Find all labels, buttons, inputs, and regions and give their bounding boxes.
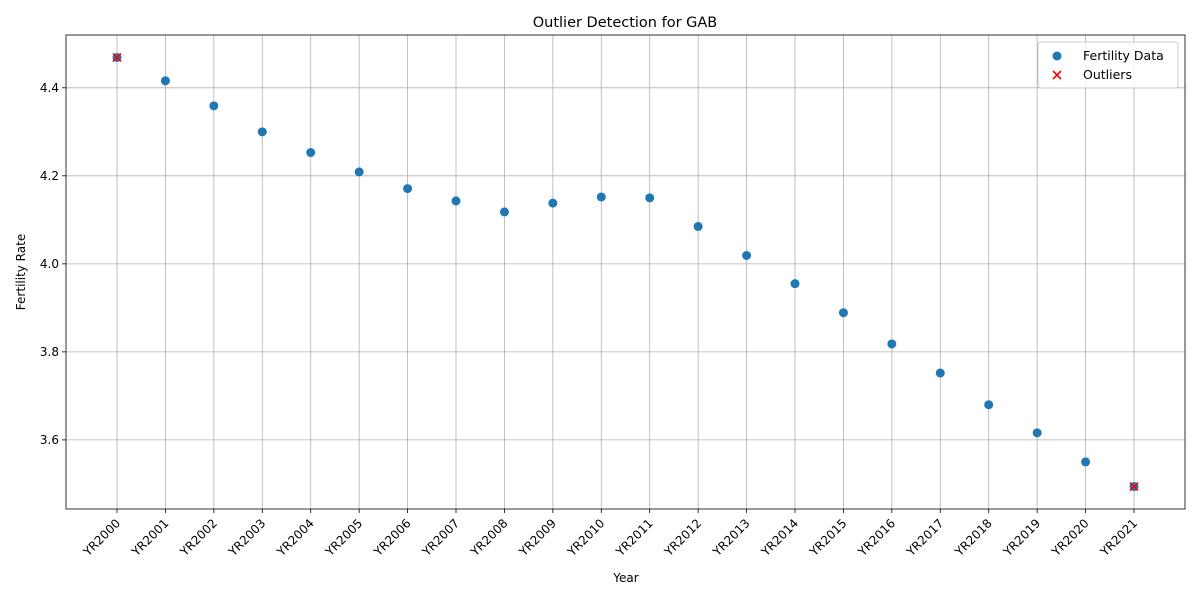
data-point <box>693 221 703 231</box>
y-axis-title: Fertility Rate <box>14 234 28 310</box>
x-tick-label: YR2005 <box>322 516 365 559</box>
x-tick-label: YR2020 <box>1048 516 1091 559</box>
x-tick-label: YR2017 <box>903 516 946 559</box>
data-point <box>451 196 461 206</box>
legend-label-fertility: Fertility Data <box>1083 48 1164 63</box>
legend-box <box>1037 41 1179 89</box>
x-tick-label: YR2010 <box>564 516 607 559</box>
data-point <box>742 250 752 260</box>
x-tick-label: YR2002 <box>177 516 220 559</box>
data-point <box>887 339 897 349</box>
outlier-marker <box>1129 481 1139 492</box>
x-tick-label: YR2011 <box>613 516 656 559</box>
data-point <box>790 279 800 289</box>
data-points <box>112 52 1139 492</box>
x-tick-label: YR2014 <box>758 516 801 559</box>
data-point <box>499 207 509 217</box>
x-tick-label: YR2013 <box>709 516 752 559</box>
outlier-marker <box>112 52 122 63</box>
x-axis-title: Year <box>612 571 638 585</box>
x-tick-label: YR2021 <box>1097 516 1140 559</box>
data-point <box>1032 428 1042 438</box>
x-tick-label: YR2006 <box>370 516 413 559</box>
legend-marker-fertility <box>1052 51 1062 61</box>
x-tick-label: YR2018 <box>952 516 995 559</box>
x-tick-label: YR2008 <box>467 516 510 559</box>
data-point <box>984 400 994 410</box>
data-point <box>645 193 655 203</box>
legend-label-outliers: Outliers <box>1083 67 1132 82</box>
x-tick-label: YR2000 <box>80 516 123 559</box>
data-point <box>596 192 606 202</box>
x-tick-label: YR2004 <box>274 516 317 559</box>
data-point <box>548 198 558 208</box>
axes: YR2000 YR2001 YR2002 YR2003 YR2004 YR2005 YR20… <box>40 34 1186 560</box>
y-tick-label: 4.0 <box>40 257 59 271</box>
data-point <box>354 167 364 177</box>
x-tick-label: YR2001 <box>128 516 171 559</box>
x-tick-label: YR2012 <box>661 516 704 559</box>
chart-title: Outlier Detection for GAB <box>533 15 718 31</box>
x-tick-label: YR2009 <box>516 516 559 559</box>
data-point <box>257 127 267 137</box>
y-tick-label: 4.2 <box>40 169 59 183</box>
y-tick-label: 3.6 <box>40 433 59 447</box>
x-tick-label: YR2019 <box>1000 516 1043 559</box>
data-point <box>209 101 219 111</box>
data-point <box>838 308 848 318</box>
grid-lines <box>66 35 1185 509</box>
plot-frame <box>65 34 1186 510</box>
legend-marker-outliers <box>1052 70 1062 80</box>
y-tick-label: 3.8 <box>40 345 59 359</box>
x-tick-label: YR2007 <box>419 516 462 559</box>
outlier-marker-stroke <box>1129 481 1139 492</box>
x-tick-label: YR2003 <box>225 516 268 559</box>
data-point <box>403 184 413 194</box>
data-point <box>935 368 945 378</box>
x-tick-label: YR2015 <box>806 516 849 559</box>
data-point <box>1081 457 1091 467</box>
legend: Fertility Data Outliers <box>1037 41 1179 89</box>
data-point <box>160 76 170 86</box>
outlier-marker-stroke <box>112 52 122 63</box>
data-point <box>306 148 316 158</box>
x-tick-label: YR2016 <box>855 516 898 559</box>
y-tick-label: 4.4 <box>40 81 59 95</box>
